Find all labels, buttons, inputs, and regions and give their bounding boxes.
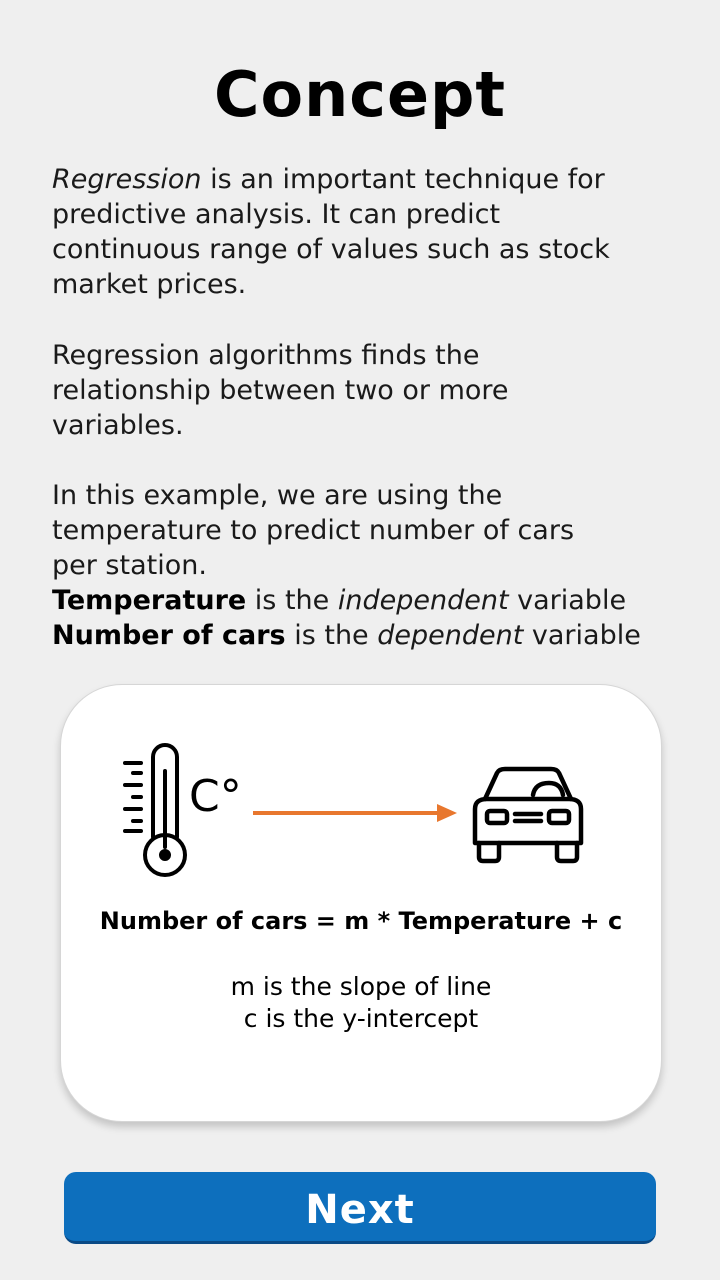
arrow-right-icon [253, 804, 457, 822]
unit-label: C° [189, 771, 242, 822]
text-line: Regression is an important technique for [52, 162, 692, 197]
car-icon [472, 766, 584, 864]
italic-term: dependent [377, 620, 524, 651]
bold-term: Temperature [52, 585, 247, 616]
text-line: variables. [52, 410, 184, 441]
text-line: In this example, we are using the [52, 480, 503, 511]
formula-card: C° Number of cars = m * Temperature + c … [60, 684, 662, 1122]
text-line: temperature to predict number of cars [52, 515, 575, 546]
italic-term: independent [337, 585, 509, 616]
text-segment: variable [523, 620, 641, 651]
text-segment: is the [246, 585, 338, 616]
paragraph-example: In this example, we are using the temper… [52, 478, 692, 653]
regression-formula: Number of cars = m * Temperature + c [99, 907, 623, 935]
italic-term: Regression [52, 164, 202, 195]
text-line: relationship between two or more [52, 375, 509, 406]
text-line: Regression algorithms finds the [52, 340, 480, 371]
independent-variable-line: Temperature is the independent variable [52, 583, 692, 618]
next-button[interactable]: Next [64, 1172, 656, 1244]
text-line: predictive analysis. It can predict [52, 199, 501, 230]
formula-notes: m is the slope of line c is the y-interc… [61, 971, 661, 1035]
paragraph-relationship: Regression algorithms finds the relation… [52, 338, 692, 443]
dependent-variable-line: Number of cars is the dependent variable [52, 618, 692, 653]
intercept-note: c is the y-intercept [243, 1004, 479, 1033]
text-line: continuous range of values such as stock [52, 234, 610, 265]
slope-note: m is the slope of line [230, 972, 492, 1001]
text-line: per station. [52, 550, 207, 581]
text-segment: is an important technique for [201, 164, 605, 195]
text-line: market prices. [52, 269, 247, 300]
text-segment: is the [285, 620, 378, 651]
bold-term: Number of cars [52, 620, 286, 651]
thermometer-icon: C° [123, 743, 242, 877]
text-segment: variable [508, 585, 627, 616]
page-title: Concept [213, 58, 507, 131]
paragraph-regression-intro: Regression is an important technique for… [52, 162, 692, 302]
